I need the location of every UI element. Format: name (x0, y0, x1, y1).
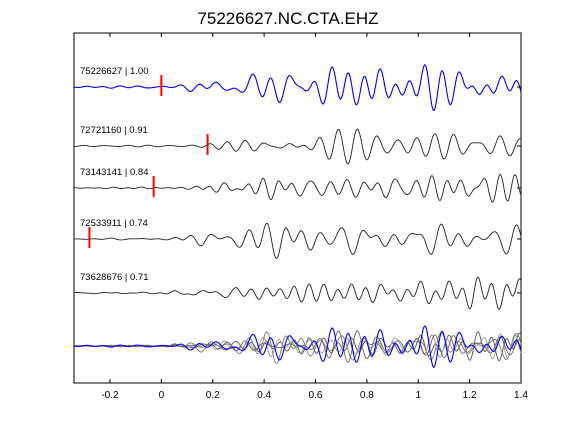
trace-label: 72533911 | 0.74 (80, 218, 148, 229)
stack-group (73, 325, 522, 368)
stack-trace-line (73, 331, 522, 364)
x-tick-label: 0.8 (360, 390, 374, 401)
trace-line (73, 64, 522, 111)
x-tick-label: 0 (159, 390, 165, 401)
stack-trace-line (73, 330, 522, 363)
x-tick-label: 1.2 (463, 390, 477, 401)
x-tick-label: 0.2 (206, 390, 220, 401)
trace-line (73, 173, 522, 203)
stack-trace-line (73, 325, 522, 368)
trace-line (73, 276, 522, 310)
x-tick-label: 1 (415, 390, 421, 401)
trace-label: 73628676 | 0.71 (80, 272, 149, 283)
trace-label: 72721160 | 0.91 (80, 125, 148, 136)
x-tick-label: 0.6 (309, 390, 323, 401)
x-tick-label: -0.2 (101, 390, 119, 401)
plot-frame (73, 32, 522, 384)
trace-label: 75226627 | 1.00 (80, 66, 149, 77)
trace-line (73, 222, 522, 259)
x-tick-label: 0.4 (257, 390, 271, 401)
x-tick-label: 1.4 (514, 390, 528, 401)
trace-group: 75226627 | 1.00 72721160 | 0.91 73143141 |… (73, 64, 522, 310)
x-axis: -0.2 0 0.2 0.4 0.6 0.8 1 1.2 1.4 (101, 33, 528, 401)
trace-line (74, 128, 522, 165)
chart-title: 75226627.NC.CTA.EHZ (197, 9, 378, 28)
trace-label: 73143141 | 0.84 (80, 167, 149, 178)
